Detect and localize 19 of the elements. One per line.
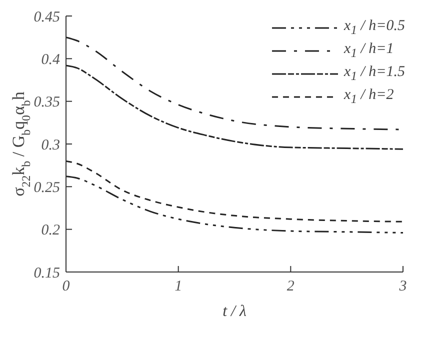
line-series [66,160,403,222]
y-tick-label: 0.15 [34,265,60,282]
legend-label: x$_{1}$ / h=0.5 [344,18,405,38]
y-tick-label: 0.4 [41,52,60,68]
x-axis-title: t / λ [222,303,246,320]
legend-label: x$_{1}$ / h=1 [344,40,394,60]
y-tick-label: 0.2 [41,222,60,239]
line-series [66,64,403,150]
y-tick-label: 0.35 [34,94,60,111]
line-series [66,176,403,234]
y-tick-label: 0.45 [34,9,60,26]
legend-label: x$_{1}$ / h=2 [344,86,394,106]
x-tick-label: 2 [286,278,295,295]
x-tick-label: 3 [398,278,407,295]
x-tick-label: 0 [62,278,70,295]
y-tick-label: 0.3 [41,137,60,154]
x-tick-label: 1 [174,278,182,295]
legend-label: x$_{1}$ / h=1.5 [344,64,405,84]
y-tick-label: 0.25 [34,180,60,196]
